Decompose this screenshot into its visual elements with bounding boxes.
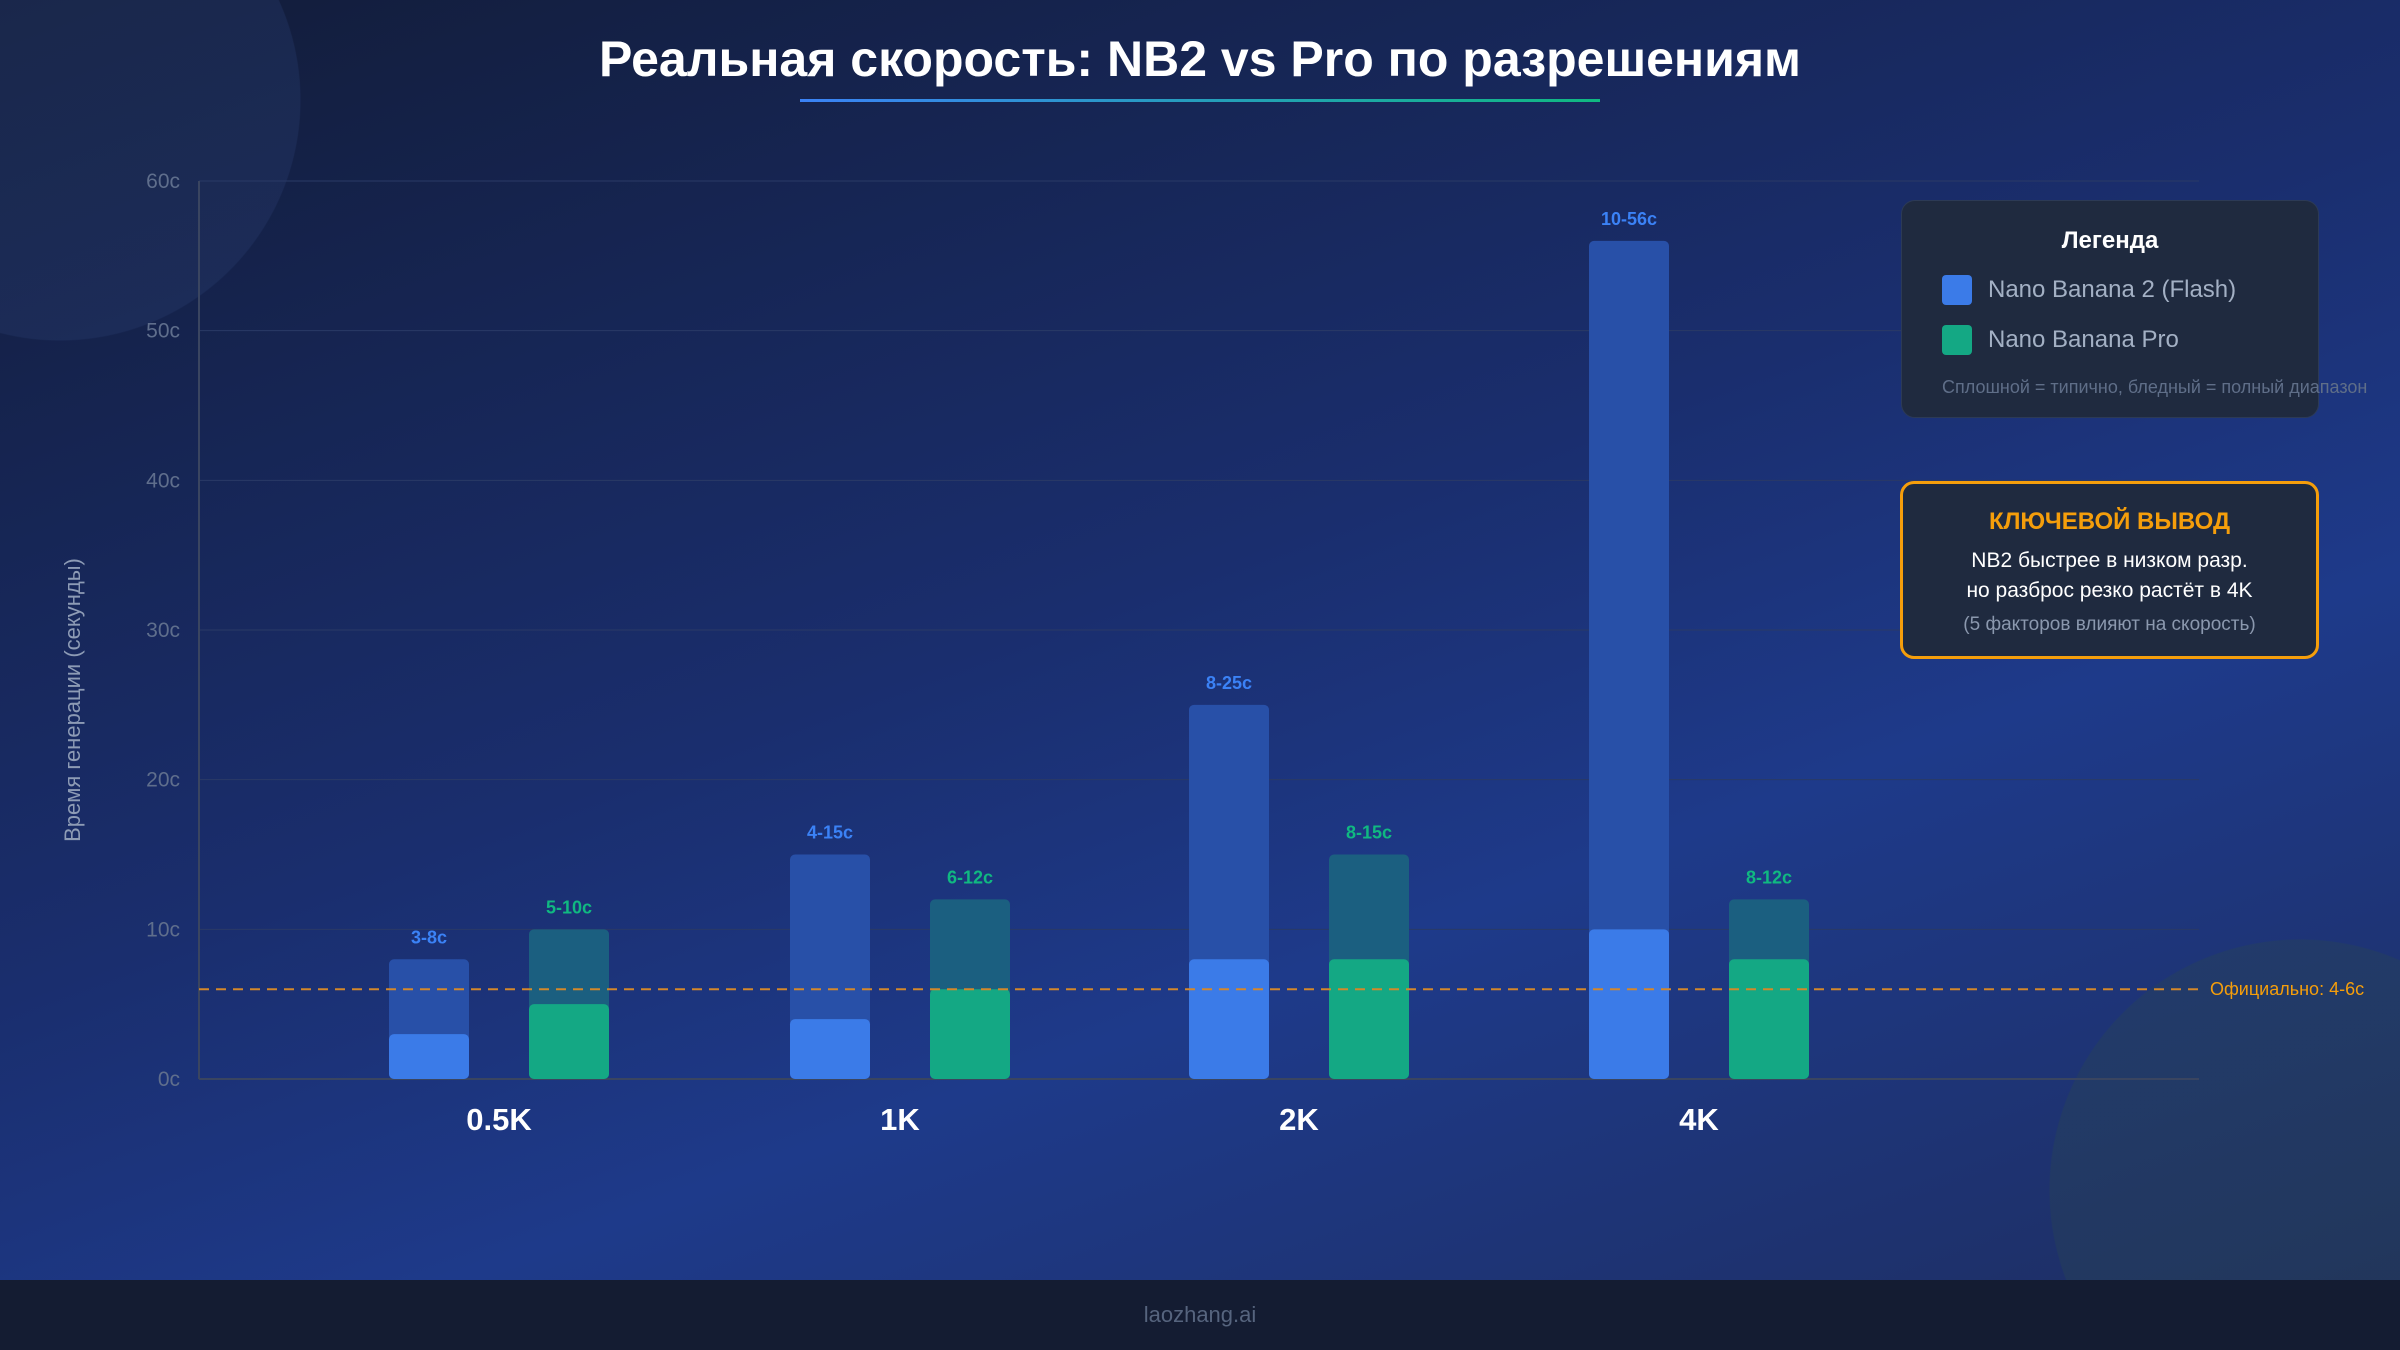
bar-data-label: 10-56с [1601,209,1657,229]
legend-swatch [1942,275,1972,305]
footer: laozhang.ai [0,1280,2400,1350]
legend-swatch [1942,325,1972,355]
x-tick-label: 4K [1679,1102,1719,1137]
y-tick-label: 10с [146,918,180,941]
key-takeaway-box: КЛЮЧЕВОЙ ВЫВОД NB2 быстрее в низком разр… [1900,481,2319,659]
typical-bar [529,1004,609,1079]
typical-bar [930,989,1010,1079]
chart-title: Реальная скорость: NB2 vs Pro по разреше… [598,31,1802,87]
y-tick-label: 0с [158,1068,180,1091]
y-tick-label: 60с [146,170,180,193]
typical-bar [1189,959,1269,1079]
typical-bar [1589,929,1669,1079]
y-tick-label: 50с [146,320,180,343]
bar-data-label: 8-15с [1346,823,1392,843]
y-tick-label: 20с [146,769,180,792]
key-takeaway-note: (5 факторов влияют на скорость) [1963,614,2256,635]
bar-data-label: 6-12с [947,867,993,887]
key-takeaway-line: но разброс резко растёт в 4K [1966,579,2253,602]
legend-label: Nano Banana Pro [1988,326,2179,353]
legend-note: Сплошной = типично, бледный = полный диа… [1942,377,2368,397]
bar-data-label: 8-12с [1746,867,1792,887]
typical-bar [389,1034,469,1079]
x-tick-label: 0.5K [466,1102,532,1137]
legend-item-pro: Nano Banana Pro [1942,325,2179,355]
y-axis-label: Время генерации (секунды) [60,558,85,842]
legend-label: Nano Banana 2 (Flash) [1988,276,2237,303]
legend-title: Легенда [2061,227,2159,254]
bar-data-label: 3-8с [411,927,447,947]
x-tick-label: 2K [1279,1102,1319,1137]
x-tick-label: 1K [880,1102,920,1137]
range-bar [1589,240,1669,1079]
title-underline [800,99,1600,102]
bar-data-label: 8-25с [1206,673,1252,693]
key-takeaway-line: NB2 быстрее в низком разр. [1971,549,2248,572]
bar-data-label: 5-10с [546,897,592,917]
y-tick-label: 40с [146,469,180,492]
y-tick-label: 30с [146,619,180,642]
footer-brand: laozhang.ai [1143,1302,1257,1327]
key-takeaway-title: КЛЮЧЕВОЙ ВЫВОД [1988,508,2231,535]
legend: Легенда Nano Banana 2 (Flash) Nano Banan… [1901,200,2367,418]
typical-bar [1729,959,1809,1079]
bar-data-label: 4-15с [807,823,853,843]
typical-bar [790,1019,870,1079]
legend-item-nb2: Nano Banana 2 (Flash) [1942,275,2236,305]
typical-bar [1329,959,1409,1079]
reference-line-label: Официально: 4-6с [2210,979,2364,999]
